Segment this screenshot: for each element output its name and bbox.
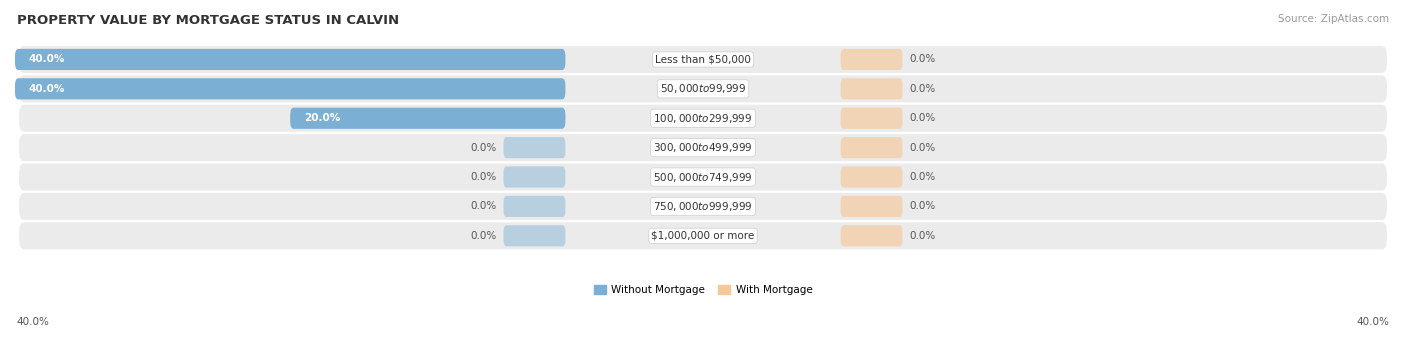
Text: 40.0%: 40.0% (1357, 317, 1389, 327)
Text: 0.0%: 0.0% (910, 143, 935, 153)
FancyBboxPatch shape (841, 225, 903, 247)
FancyBboxPatch shape (503, 137, 565, 158)
FancyBboxPatch shape (841, 137, 903, 158)
FancyBboxPatch shape (15, 78, 565, 100)
FancyBboxPatch shape (841, 166, 903, 188)
Text: 40.0%: 40.0% (28, 55, 65, 64)
FancyBboxPatch shape (503, 166, 565, 188)
FancyBboxPatch shape (20, 193, 1386, 220)
Text: 0.0%: 0.0% (910, 231, 935, 241)
Text: 0.0%: 0.0% (471, 231, 496, 241)
Text: 0.0%: 0.0% (471, 143, 496, 153)
FancyBboxPatch shape (841, 78, 903, 100)
FancyBboxPatch shape (20, 75, 1386, 102)
Text: 0.0%: 0.0% (910, 113, 935, 123)
Text: $300,000 to $499,999: $300,000 to $499,999 (654, 141, 752, 154)
Text: PROPERTY VALUE BY MORTGAGE STATUS IN CALVIN: PROPERTY VALUE BY MORTGAGE STATUS IN CAL… (17, 14, 399, 27)
Legend: Without Mortgage, With Mortgage: Without Mortgage, With Mortgage (589, 281, 817, 299)
FancyBboxPatch shape (15, 49, 565, 70)
Text: 0.0%: 0.0% (471, 202, 496, 211)
FancyBboxPatch shape (20, 105, 1386, 132)
FancyBboxPatch shape (20, 46, 1386, 73)
Text: 0.0%: 0.0% (910, 55, 935, 64)
Text: 40.0%: 40.0% (28, 84, 65, 94)
Text: 0.0%: 0.0% (910, 202, 935, 211)
FancyBboxPatch shape (503, 196, 565, 217)
Text: 40.0%: 40.0% (17, 317, 49, 327)
Text: $500,000 to $749,999: $500,000 to $749,999 (654, 170, 752, 183)
Text: Less than $50,000: Less than $50,000 (655, 55, 751, 64)
FancyBboxPatch shape (20, 163, 1386, 191)
Text: Source: ZipAtlas.com: Source: ZipAtlas.com (1278, 14, 1389, 24)
Text: $750,000 to $999,999: $750,000 to $999,999 (654, 200, 752, 213)
Text: 0.0%: 0.0% (910, 172, 935, 182)
Text: 20.0%: 20.0% (304, 113, 340, 123)
FancyBboxPatch shape (290, 108, 565, 129)
Text: 0.0%: 0.0% (910, 84, 935, 94)
Text: $50,000 to $99,999: $50,000 to $99,999 (659, 82, 747, 95)
FancyBboxPatch shape (20, 134, 1386, 161)
Text: $1,000,000 or more: $1,000,000 or more (651, 231, 755, 241)
FancyBboxPatch shape (841, 196, 903, 217)
Text: 0.0%: 0.0% (471, 172, 496, 182)
FancyBboxPatch shape (503, 225, 565, 247)
FancyBboxPatch shape (841, 49, 903, 70)
FancyBboxPatch shape (20, 222, 1386, 249)
Text: $100,000 to $299,999: $100,000 to $299,999 (654, 112, 752, 125)
FancyBboxPatch shape (841, 108, 903, 129)
